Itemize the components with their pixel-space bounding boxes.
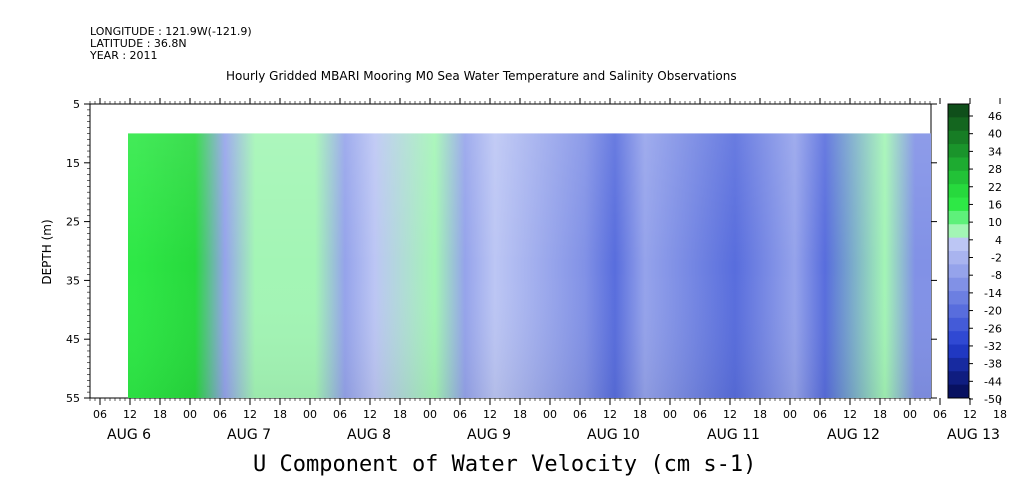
colorbar-swatch [948, 264, 969, 279]
colorbar-label: -2 [991, 252, 1002, 265]
colorbar-swatch [948, 104, 969, 118]
x-tick-label: 06 [933, 408, 947, 421]
x-day-label: AUG 6 [107, 427, 151, 443]
x-tick-label: 18 [873, 408, 887, 421]
x-tick-label: 12 [843, 408, 857, 421]
x-tick-label: 06 [573, 408, 587, 421]
colorbar-label: 10 [988, 216, 1002, 229]
colorbar-label: -26 [984, 322, 1002, 335]
y-tick-label: 45 [66, 333, 80, 346]
colorbar-swatch [948, 184, 969, 199]
x-tick-label: 12 [963, 408, 977, 421]
x-tick-label: 18 [393, 408, 407, 421]
colorbar-label: -38 [984, 358, 1002, 371]
x-tick-label: 00 [903, 408, 917, 421]
velocity-field-shade [128, 133, 931, 398]
colorbar-swatch [948, 317, 969, 332]
colorbar-swatch [948, 130, 969, 145]
colorbar-swatch [948, 277, 969, 292]
colorbar-swatch [948, 344, 969, 359]
colorbar-label: 4 [995, 234, 1002, 247]
x-tick-label: 00 [663, 408, 677, 421]
x-tick-label: 18 [753, 408, 767, 421]
x-day-label: AUG 13 [947, 427, 1000, 443]
colorbar-swatch [948, 331, 969, 346]
y-axis-title: DEPTH (m) [40, 219, 54, 284]
colorbar-swatch [948, 210, 969, 225]
colorbar-frame [947, 103, 970, 399]
x-day-label: AUG 9 [467, 427, 511, 443]
colorbar-swatch [948, 117, 969, 132]
y-tick-label: 25 [66, 216, 80, 229]
latitude-label: LATITUDE : 36.8N [90, 37, 187, 50]
y-tick-label: 5 [73, 98, 80, 111]
y-tick-label: 15 [66, 157, 80, 170]
colorbar-label: -44 [984, 375, 1002, 388]
colorbar-swatch [948, 170, 969, 185]
y-tick-label: 55 [66, 392, 80, 405]
colorbar-swatch [948, 384, 969, 399]
colorbar-label: 40 [988, 128, 1002, 141]
colorbar-label: 22 [988, 181, 1002, 194]
x-tick-label: 00 [543, 408, 557, 421]
x-tick-label: 12 [723, 408, 737, 421]
x-day-label: AUG 10 [587, 427, 640, 443]
colorbar-label: 34 [988, 145, 1002, 158]
year-label: YEAR : 2011 [90, 49, 158, 62]
x-tick-label: 00 [183, 408, 197, 421]
colorbar-label: -14 [984, 287, 1002, 300]
x-tick-label: 12 [243, 408, 257, 421]
chart-title: Hourly Gridded MBARI Mooring M0 Sea Wate… [226, 69, 737, 83]
x-day-label: AUG 8 [347, 427, 391, 443]
colorbar-label: 28 [988, 163, 1002, 176]
x-tick-label: 18 [513, 408, 527, 421]
colorbar-swatch [948, 371, 969, 386]
colorbar-swatch [948, 197, 969, 212]
x-tick-label: 18 [153, 408, 167, 421]
x-tick-label: 06 [693, 408, 707, 421]
x-tick-label: 06 [333, 408, 347, 421]
x-tick-label: 00 [423, 408, 437, 421]
x-tick-label: 18 [273, 408, 287, 421]
x-tick-label: 06 [813, 408, 827, 421]
x-tick-label: 18 [633, 408, 647, 421]
x-day-label: AUG 7 [227, 427, 271, 443]
colorbar-label: 46 [988, 110, 1002, 123]
colorbar-swatch [948, 251, 969, 265]
x-tick-label: 06 [453, 408, 467, 421]
x-tick-label: 06 [93, 408, 107, 421]
x-tick-label: 12 [483, 408, 497, 421]
colorbar-swatch [948, 144, 969, 158]
x-tick-label: 00 [783, 408, 797, 421]
x-tick-label: 00 [303, 408, 317, 421]
x-axis-title: U Component of Water Velocity (cm s-1) [253, 452, 757, 477]
colorbar-label: -20 [984, 305, 1002, 318]
colorbar-label: -50 [984, 393, 1002, 406]
colorbar-swatch [948, 304, 969, 319]
y-tick-label: 35 [66, 274, 80, 287]
x-day-label: AUG 11 [707, 427, 760, 443]
colorbar-swatch [948, 157, 969, 172]
colorbar-swatch [948, 357, 969, 372]
colorbar-swatch [948, 224, 969, 239]
longitude-label: LONGITUDE : 121.9W(-121.9) [90, 25, 252, 38]
colorbar-swatch [948, 237, 969, 252]
x-day-label: AUG 12 [827, 427, 880, 443]
x-tick-label: 12 [363, 408, 377, 421]
colorbar-label: 16 [988, 198, 1002, 211]
colorbar-label: -32 [984, 340, 1002, 353]
x-tick-label: 18 [993, 408, 1007, 421]
x-tick-label: 12 [603, 408, 617, 421]
colorbar-label: -8 [991, 269, 1002, 282]
x-tick-label: 06 [213, 408, 227, 421]
colorbar-swatch [948, 291, 969, 305]
x-tick-label: 12 [123, 408, 137, 421]
